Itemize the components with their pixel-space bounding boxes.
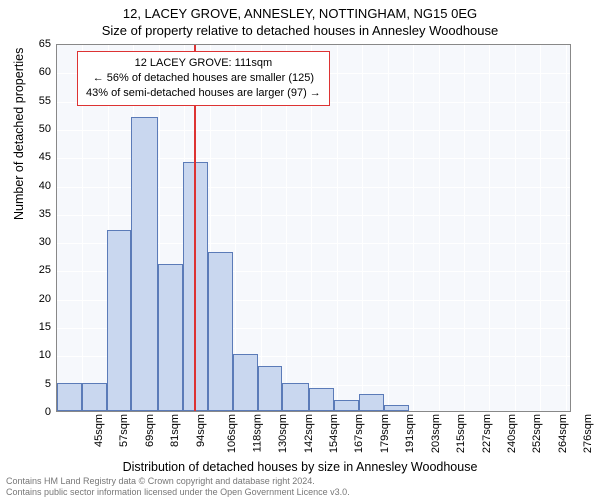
histogram-bar [82, 383, 107, 411]
histogram-bar [183, 162, 208, 411]
gridline-v [464, 45, 465, 411]
y-tick-label: 50 [25, 123, 51, 135]
y-tick-label: 15 [25, 321, 51, 333]
gridline-v [362, 45, 363, 411]
x-tick-label: 81sqm [169, 414, 181, 447]
x-tick-label: 106sqm [226, 414, 238, 453]
footer-attribution: Contains HM Land Registry data © Crown c… [6, 476, 350, 498]
x-tick-label: 142sqm [303, 414, 315, 453]
y-tick-label: 25 [25, 264, 51, 276]
y-tick-label: 20 [25, 293, 51, 305]
histogram-bar [158, 264, 183, 411]
histogram-bar [309, 388, 334, 411]
histogram-chart: 12 LACEY GROVE: 111sqm← 56% of detached … [56, 44, 571, 412]
gridline-v [566, 45, 567, 411]
histogram-bar [57, 383, 82, 411]
x-tick-label: 227sqm [481, 414, 493, 453]
gridline-v [439, 45, 440, 411]
gridline-v [489, 45, 490, 411]
gridline-v [337, 45, 338, 411]
x-tick-label: 264sqm [557, 414, 569, 453]
histogram-bar [359, 394, 384, 411]
y-axis-label: Number of detached properties [12, 48, 26, 220]
annotation-box: 12 LACEY GROVE: 111sqm← 56% of detached … [77, 51, 330, 106]
x-axis-label: Distribution of detached houses by size … [0, 460, 600, 474]
histogram-bar [384, 405, 409, 411]
x-tick-label: 57sqm [118, 414, 130, 447]
x-tick-label: 203sqm [430, 414, 442, 453]
y-tick-label: 30 [25, 236, 51, 248]
x-tick-label: 94sqm [195, 414, 207, 447]
x-tick-label: 69sqm [144, 414, 156, 447]
y-tick-label: 65 [25, 38, 51, 50]
y-tick-label: 10 [25, 349, 51, 361]
annotation-line-2: ← 56% of detached houses are smaller (12… [86, 71, 321, 86]
y-tick-label: 35 [25, 208, 51, 220]
x-tick-label: 179sqm [379, 414, 391, 453]
x-tick-label: 45sqm [93, 414, 105, 447]
x-tick-label: 215sqm [455, 414, 467, 453]
gridline-v [540, 45, 541, 411]
x-tick-label: 240sqm [506, 414, 518, 453]
histogram-bar [258, 366, 283, 411]
x-tick-label: 252sqm [532, 414, 544, 453]
y-tick-label: 0 [25, 406, 51, 418]
histogram-bar [208, 252, 233, 411]
plot-area: 12 LACEY GROVE: 111sqm← 56% of detached … [56, 44, 571, 412]
x-tick-label: 191sqm [404, 414, 416, 453]
histogram-bar [233, 354, 258, 411]
page-title-main: 12, LACEY GROVE, ANNESLEY, NOTTINGHAM, N… [0, 6, 600, 21]
y-tick-label: 55 [25, 95, 51, 107]
histogram-bar [131, 117, 158, 411]
histogram-bar [107, 230, 132, 411]
x-tick-label: 276sqm [582, 414, 594, 453]
histogram-bar [282, 383, 309, 411]
footer-line-2: Contains public sector information licen… [6, 487, 350, 498]
x-tick-label: 118sqm [251, 414, 263, 452]
gridline-v [413, 45, 414, 411]
footer-line-1: Contains HM Land Registry data © Crown c… [6, 476, 350, 487]
x-tick-label: 154sqm [328, 414, 340, 453]
x-tick-label: 167sqm [354, 414, 366, 453]
gridline-v [388, 45, 389, 411]
page-title-sub: Size of property relative to detached ho… [0, 23, 600, 38]
annotation-line-3: 43% of semi-detached houses are larger (… [86, 86, 321, 101]
y-tick-label: 60 [25, 66, 51, 78]
y-tick-label: 40 [25, 180, 51, 192]
y-tick-label: 45 [25, 151, 51, 163]
annotation-line-1: 12 LACEY GROVE: 111sqm [86, 56, 321, 71]
gridline-v [515, 45, 516, 411]
y-tick-label: 5 [25, 378, 51, 390]
x-tick-label: 130sqm [277, 414, 289, 453]
histogram-bar [334, 400, 359, 411]
